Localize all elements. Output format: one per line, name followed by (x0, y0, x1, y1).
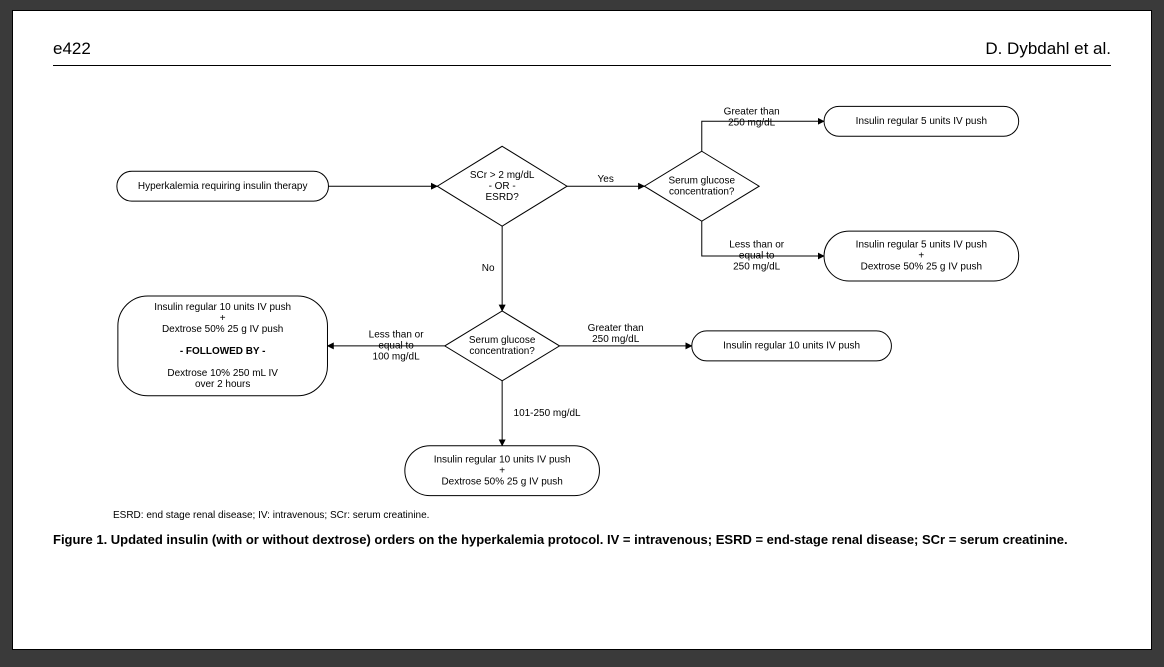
figure-caption: Figure 1. Updated insulin (with or witho… (53, 531, 1111, 549)
svg-text:+: + (499, 465, 505, 476)
svg-text:Insulin regular 5 units IV pus: Insulin regular 5 units IV push (856, 240, 987, 251)
svg-text:Dextrose 10% 250 mL IV: Dextrose 10% 250 mL IV (167, 368, 278, 379)
svg-text:Insulin regular 10 units IV pu: Insulin regular 10 units IV push (154, 302, 291, 313)
author-line: D. Dybdahl et al. (985, 39, 1111, 59)
svg-text:- FOLLOWED BY -: - FOLLOWED BY - (180, 346, 266, 357)
svg-text:Insulin regular 5 units IV pus: Insulin regular 5 units IV push (856, 116, 987, 127)
svg-text:Greater than: Greater than (724, 106, 780, 117)
page-header: e422 D. Dybdahl et al. (53, 39, 1111, 66)
svg-text:equal to: equal to (739, 251, 775, 262)
svg-text:concentration?: concentration? (669, 186, 735, 197)
svg-text:No: No (482, 263, 495, 274)
svg-text:Greater than: Greater than (588, 323, 644, 334)
svg-text:Serum glucose: Serum glucose (669, 175, 736, 186)
node-o5: Insulin regular 10 units IV push+Dextros… (405, 446, 600, 496)
document-page: e422 D. Dybdahl et al. Hyperkalemia requ… (12, 10, 1152, 650)
svg-text:concentration?: concentration? (469, 346, 535, 357)
svg-text:250 mg/dL: 250 mg/dL (592, 334, 640, 345)
node-d1: SCr > 2 mg/dL- OR -ESRD? (437, 146, 567, 226)
node-o4: Insulin regular 10 units IV push+Dextros… (118, 296, 328, 396)
svg-text:Yes: Yes (598, 174, 614, 185)
node-o3: Insulin regular 10 units IV push (692, 331, 892, 361)
svg-text:over 2 hours: over 2 hours (195, 379, 250, 390)
svg-text:Insulin regular 10 units IV pu: Insulin regular 10 units IV push (723, 341, 860, 352)
svg-text:equal to: equal to (378, 341, 414, 352)
svg-text:Insulin regular 10 units IV pu: Insulin regular 10 units IV push (434, 454, 571, 465)
svg-text:250 mg/dL: 250 mg/dL (728, 117, 776, 128)
svg-text:Dextrose 50% 25 g IV push: Dextrose 50% 25 g IV push (861, 262, 982, 273)
svg-text:Dextrose 50% 25 g IV push: Dextrose 50% 25 g IV push (441, 476, 562, 487)
svg-text:+: + (220, 313, 226, 324)
abbreviations-line: ESRD: end stage renal disease; IV: intra… (53, 510, 1111, 521)
svg-text:101-250 mg/dL: 101-250 mg/dL (514, 408, 582, 419)
svg-text:- OR -: - OR - (489, 181, 516, 192)
node-d3: Serum glucoseconcentration? (445, 311, 560, 381)
flowchart-figure: Hyperkalemia requiring insulin therapy SC… (53, 66, 1111, 506)
node-o1: Insulin regular 5 units IV push (824, 106, 1019, 136)
svg-text:Less than or: Less than or (369, 330, 425, 341)
svg-text:ESRD?: ESRD? (486, 192, 520, 203)
flowchart-svg: Hyperkalemia requiring insulin therapy SC… (53, 66, 1111, 506)
svg-text:Dextrose 50% 25 g IV push: Dextrose 50% 25 g IV push (162, 324, 283, 335)
svg-text:SCr > 2 mg/dL: SCr > 2 mg/dL (470, 170, 535, 181)
node-start: Hyperkalemia requiring insulin therapy (117, 171, 329, 201)
svg-text:100 mg/dL: 100 mg/dL (373, 352, 421, 363)
svg-text:Serum glucose: Serum glucose (469, 335, 536, 346)
svg-text:+: + (918, 251, 924, 262)
node-o2: Insulin regular 5 units IV push+Dextrose… (824, 231, 1019, 281)
page-number: e422 (53, 39, 91, 59)
svg-text:Less than or: Less than or (729, 240, 785, 251)
node-d2: Serum glucoseconcentration? (644, 151, 759, 221)
svg-text:Hyperkalemia requiring insulin: Hyperkalemia requiring insulin therapy (138, 181, 308, 192)
svg-text:250 mg/dL: 250 mg/dL (733, 262, 781, 273)
